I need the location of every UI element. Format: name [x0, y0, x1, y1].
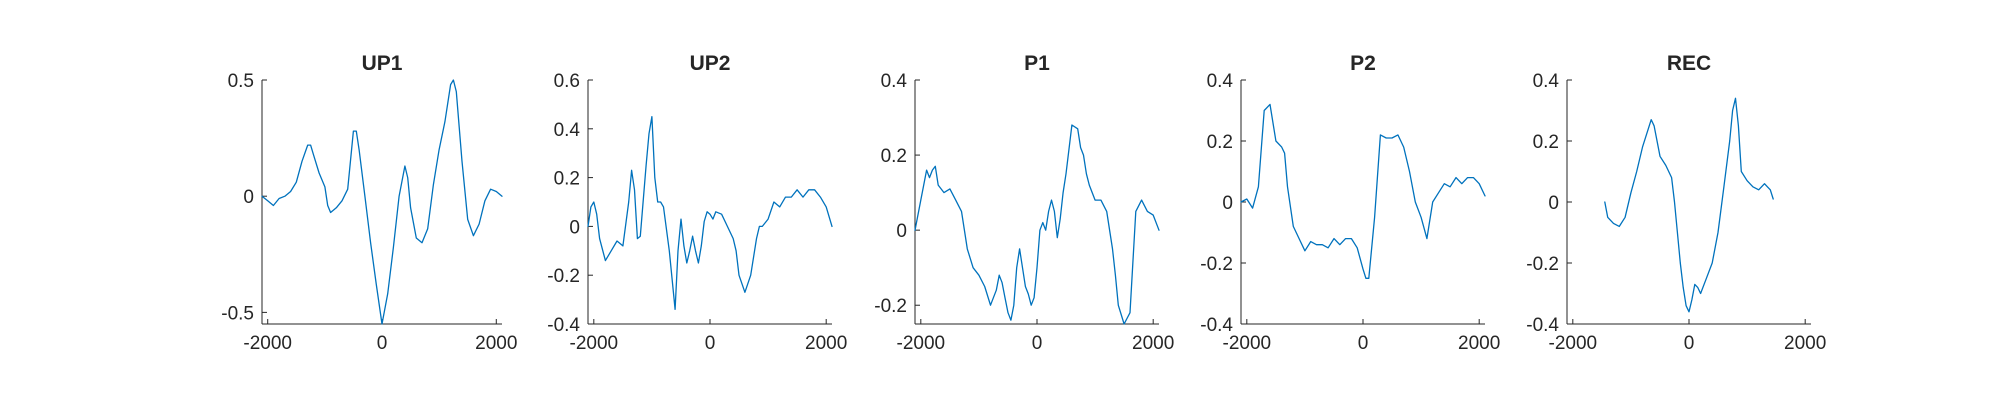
subplot-title: REC	[1667, 52, 1711, 75]
y-tick-label: 0.4	[881, 71, 908, 92]
y-tick-label: 0.6	[554, 71, 580, 92]
subplot-up2: UP2 -0.4 -0.2 0 0.2 0.4 0.6 -2000 0 2000	[547, 52, 847, 354]
y-tick-label: 0	[1222, 193, 1233, 214]
subplot-p2: P2 -0.4 -0.2 0 0.2 0.4 -2000 0 2000	[1200, 52, 1500, 354]
y-tick-label: -0.2	[874, 296, 907, 317]
y-tick-label: -0.2	[547, 266, 580, 287]
x-tick-label: 2000	[805, 333, 847, 354]
y-tick-label: 0.4	[1207, 71, 1234, 92]
y-tick-label: 0	[243, 187, 254, 208]
subplot-title: P1	[1024, 52, 1050, 75]
x-tick-label: 2000	[1458, 333, 1500, 354]
y-tick-label: -0.5	[221, 303, 254, 324]
subplot-up1: UP1 -0.5 0 0.5 -2000 0 2000	[221, 52, 517, 354]
y-tick-label: 0.5	[228, 71, 254, 92]
x-tick-label: -2000	[1223, 333, 1272, 354]
subplot-title: UP1	[362, 52, 403, 75]
y-tick-label: 0.4	[554, 120, 581, 141]
x-tick-label: -2000	[1549, 333, 1598, 354]
y-tick-label: -0.2	[1200, 254, 1233, 275]
x-tick-label: -2000	[243, 333, 292, 354]
y-tick-label: 0.2	[881, 146, 907, 167]
y-tick-label: 0	[896, 221, 907, 242]
subplot-p1: P1 -0.2 0 0.2 0.4 -2000 0 2000	[874, 52, 1174, 354]
x-tick-label: -2000	[897, 333, 946, 354]
y-tick-label: 0.2	[1533, 132, 1559, 153]
series-line	[587, 115, 833, 311]
subplot-title: P2	[1350, 52, 1376, 75]
x-tick-label: 0	[705, 333, 716, 354]
series-line	[261, 79, 503, 325]
x-tick-label: 0	[1032, 333, 1043, 354]
x-tick-label: -2000	[570, 333, 619, 354]
y-tick-label: -0.4	[1526, 315, 1559, 336]
y-tick-label: 0.2	[554, 169, 580, 190]
y-tick-label: -0.4	[547, 315, 580, 336]
series-line	[1240, 103, 1486, 279]
y-tick-label: 0.2	[1207, 132, 1233, 153]
x-tick-label: 2000	[1784, 333, 1826, 354]
series-line	[1604, 97, 1774, 313]
y-tick-label: 0.4	[1533, 71, 1560, 92]
subplot-rec: REC -0.4 -0.2 0 0.2 0.4 -2000 0 2000	[1526, 52, 1826, 354]
x-tick-label: 2000	[475, 333, 517, 354]
x-tick-label: 0	[377, 333, 388, 354]
x-tick-label: 0	[1358, 333, 1369, 354]
y-tick-label: 0	[569, 217, 580, 238]
series-line	[914, 124, 1160, 325]
subplot-title: UP2	[690, 52, 731, 75]
y-tick-label: -0.4	[1200, 315, 1233, 336]
x-tick-label: 0	[1684, 333, 1695, 354]
x-tick-label: 2000	[1132, 333, 1174, 354]
y-tick-label: -0.2	[1526, 254, 1559, 275]
y-tick-label: 0	[1548, 193, 1559, 214]
